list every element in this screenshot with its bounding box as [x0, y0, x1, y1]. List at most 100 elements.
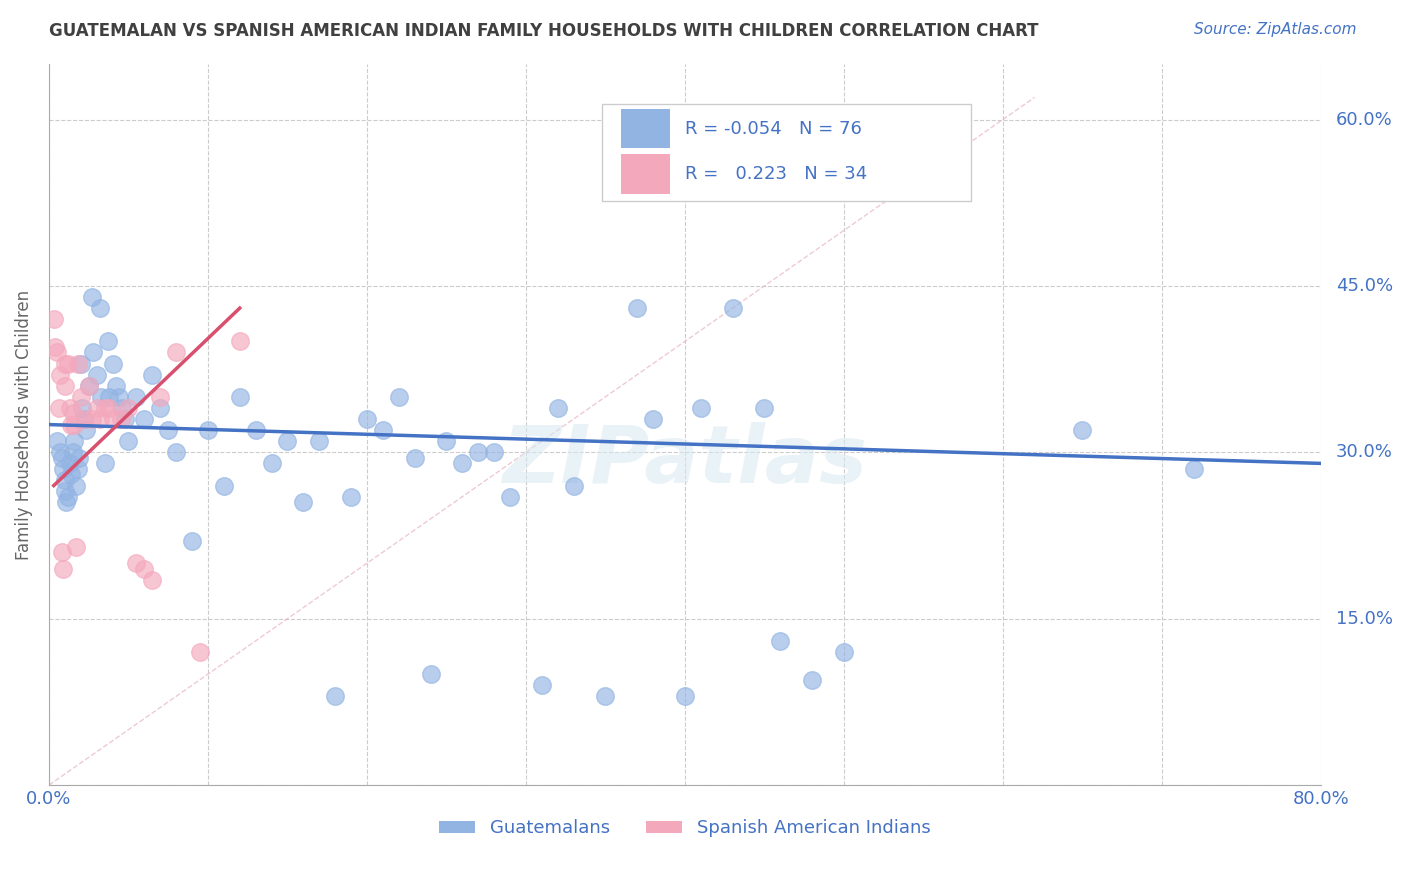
Point	[689, 401, 711, 415]
FancyBboxPatch shape	[602, 103, 972, 201]
Point	[89, 412, 111, 426]
Point	[801, 673, 824, 687]
Point	[114, 412, 136, 426]
Point	[53, 357, 76, 371]
Point	[59, 401, 82, 415]
Point	[721, 301, 744, 315]
Point	[1182, 462, 1205, 476]
Point	[308, 434, 330, 449]
Point	[93, 401, 115, 415]
Point	[82, 345, 104, 359]
Point	[65, 540, 87, 554]
Point	[117, 401, 139, 415]
Text: 45.0%: 45.0%	[1336, 277, 1393, 295]
Point	[59, 457, 82, 471]
Point	[754, 401, 776, 415]
Point	[73, 412, 96, 426]
Point	[86, 368, 108, 382]
Point	[63, 417, 86, 432]
Point	[80, 290, 103, 304]
Point	[98, 401, 121, 415]
Point	[260, 457, 283, 471]
Point	[165, 445, 187, 459]
Point	[69, 357, 91, 371]
Point	[65, 478, 87, 492]
Point	[56, 490, 79, 504]
Text: 60.0%: 60.0%	[1336, 111, 1393, 128]
Point	[149, 401, 172, 415]
Point	[55, 495, 77, 509]
Point	[60, 467, 83, 482]
Point	[643, 412, 665, 426]
Point	[356, 412, 378, 426]
Text: R =   0.223   N = 34: R = 0.223 N = 34	[685, 165, 868, 183]
Point	[769, 633, 792, 648]
Text: Source: ZipAtlas.com: Source: ZipAtlas.com	[1194, 22, 1357, 37]
Point	[134, 412, 156, 426]
Point	[276, 434, 298, 449]
Point	[1071, 423, 1094, 437]
Point	[323, 690, 346, 704]
Point	[77, 378, 100, 392]
Point	[90, 390, 112, 404]
Legend: Guatemalans, Spanish American Indians: Guatemalans, Spanish American Indians	[432, 812, 938, 845]
Point	[45, 434, 67, 449]
Point	[499, 490, 522, 504]
Text: 30.0%: 30.0%	[1336, 443, 1393, 461]
Point	[340, 490, 363, 504]
Point	[562, 478, 585, 492]
Point	[832, 645, 855, 659]
Point	[141, 573, 163, 587]
Text: R = -0.054   N = 76: R = -0.054 N = 76	[685, 120, 862, 137]
Point	[52, 562, 75, 576]
Point	[93, 457, 115, 471]
Point	[49, 445, 72, 459]
Point	[69, 390, 91, 404]
Point	[626, 301, 648, 315]
Point	[467, 445, 489, 459]
Point	[595, 690, 617, 704]
Point	[108, 390, 131, 404]
Point	[63, 434, 86, 449]
FancyBboxPatch shape	[621, 109, 669, 148]
Point	[66, 357, 89, 371]
Point	[104, 378, 127, 392]
Point	[52, 462, 75, 476]
Point	[229, 390, 252, 404]
Point	[77, 378, 100, 392]
Point	[436, 434, 458, 449]
Point	[73, 412, 96, 426]
Point	[110, 412, 132, 426]
Point	[111, 401, 134, 415]
Point	[197, 423, 219, 437]
Point	[62, 445, 84, 459]
Point	[292, 495, 315, 509]
Point	[141, 368, 163, 382]
Point	[80, 412, 103, 426]
Point	[229, 334, 252, 349]
Point	[419, 667, 441, 681]
Point	[56, 357, 79, 371]
Point	[388, 390, 411, 404]
Point	[60, 417, 83, 432]
Point	[181, 534, 204, 549]
Point	[53, 473, 76, 487]
Point	[212, 478, 235, 492]
Point	[48, 401, 70, 415]
Point	[117, 434, 139, 449]
Point	[51, 545, 73, 559]
Point	[451, 457, 474, 471]
Point	[673, 690, 696, 704]
Point	[482, 445, 505, 459]
Point	[125, 556, 148, 570]
Point	[51, 450, 73, 465]
Point	[125, 390, 148, 404]
Point	[42, 312, 65, 326]
Text: GUATEMALAN VS SPANISH AMERICAN INDIAN FAMILY HOUSEHOLDS WITH CHILDREN CORRELATIO: GUATEMALAN VS SPANISH AMERICAN INDIAN FA…	[49, 22, 1039, 40]
Point	[134, 562, 156, 576]
Point	[72, 401, 94, 415]
Point	[62, 407, 84, 421]
Point	[86, 401, 108, 415]
Point	[97, 334, 120, 349]
Point	[101, 412, 124, 426]
